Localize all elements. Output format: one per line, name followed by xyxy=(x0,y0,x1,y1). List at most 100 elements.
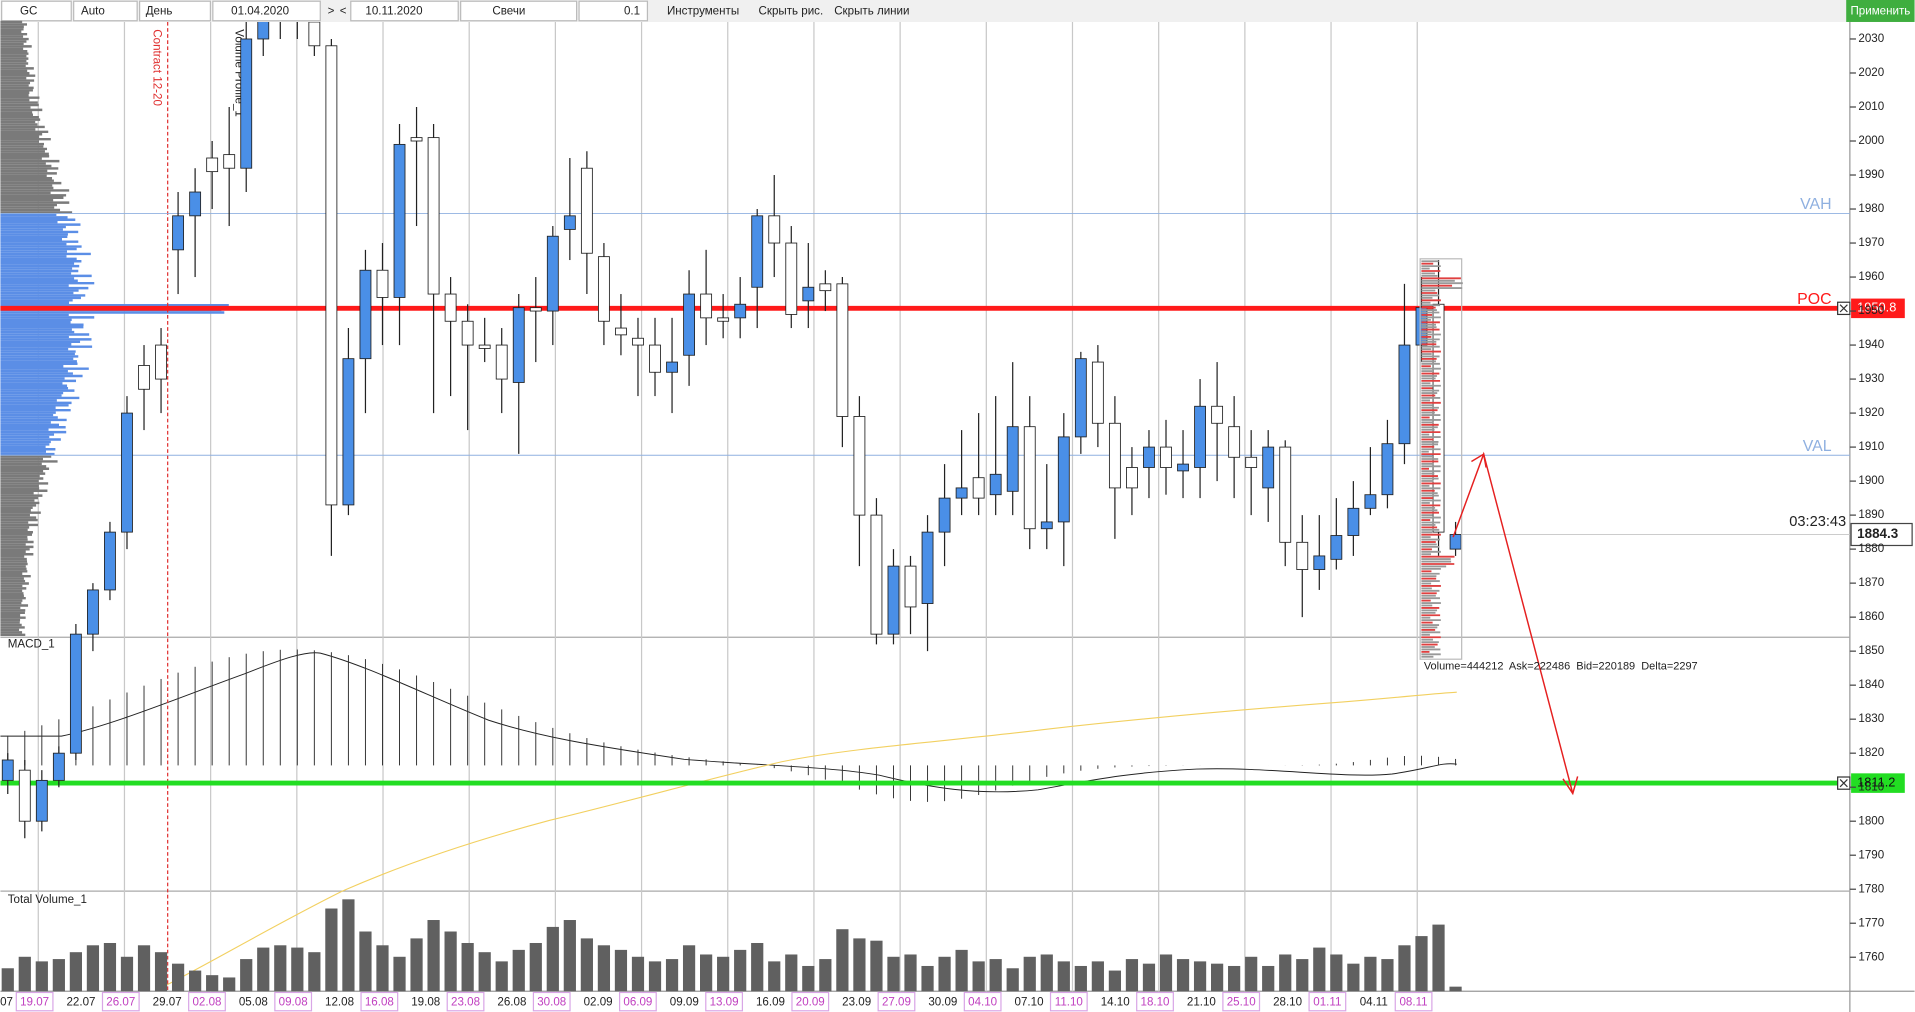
last-price-box xyxy=(1850,522,1913,547)
vah-label: VAH xyxy=(1800,196,1831,213)
volume-bar xyxy=(682,945,696,992)
candle-body xyxy=(35,779,48,822)
step-box[interactable] xyxy=(578,0,649,22)
step[interactable]: 0.1 xyxy=(624,6,640,18)
candle-body xyxy=(1262,446,1275,489)
candle-body xyxy=(768,215,781,244)
from-box[interactable] xyxy=(212,0,321,22)
volume-bar xyxy=(1313,947,1326,992)
period[interactable]: День xyxy=(146,6,173,18)
date-label: 02.09 xyxy=(584,996,613,1008)
hide-lines-button[interactable]: Скрыть линии xyxy=(834,6,909,18)
volume-bar xyxy=(1210,963,1224,992)
date-highlight xyxy=(877,991,916,1012)
price-tick-label: 1840 xyxy=(1858,679,1884,691)
price-tick-label: 1770 xyxy=(1858,917,1884,929)
date-highlight xyxy=(1222,991,1261,1012)
mode-box[interactable] xyxy=(73,0,138,22)
price-tick-label: 1820 xyxy=(1858,747,1884,759)
candle-body xyxy=(359,269,372,360)
apply-bg[interactable] xyxy=(1846,0,1915,22)
volume-bar xyxy=(819,959,832,992)
candle-body xyxy=(751,215,764,288)
candle-body xyxy=(734,303,747,319)
apply-button[interactable]: Применить xyxy=(1850,6,1910,18)
volume-bar xyxy=(734,949,747,992)
volume-bar xyxy=(1125,959,1139,992)
volume-bar xyxy=(853,938,866,992)
date-label: 26.07 xyxy=(106,996,135,1008)
hide-drawings-button[interactable]: Скрыть рис. xyxy=(759,6,824,18)
candle-body xyxy=(393,143,406,298)
volume-bar xyxy=(648,961,662,992)
candle-body xyxy=(1330,535,1343,560)
volume-bar xyxy=(342,899,355,992)
volume-bar xyxy=(972,961,985,992)
price-tick-label: 1780 xyxy=(1858,883,1884,895)
period-box[interactable] xyxy=(138,0,212,22)
poc-price-box xyxy=(1851,298,1905,319)
volume-bar xyxy=(154,952,168,992)
symbol-box[interactable] xyxy=(1,0,72,22)
volume-bar xyxy=(700,954,713,992)
date-highlight xyxy=(15,991,54,1012)
volume-bar xyxy=(427,920,440,992)
chart-type-box[interactable] xyxy=(460,0,578,22)
candle-body xyxy=(121,412,133,533)
volume-bar xyxy=(1006,968,1019,992)
volume-bar xyxy=(52,959,65,992)
volume-bar xyxy=(35,961,48,992)
candle-body xyxy=(257,21,270,40)
price-tick-label: 1850 xyxy=(1858,645,1884,657)
date-label: 19.08 xyxy=(411,996,440,1008)
date-label: 12.08 xyxy=(325,996,354,1008)
volume-bar xyxy=(785,954,798,992)
date-label: 07 xyxy=(0,996,13,1008)
date-label: 05.08 xyxy=(239,996,268,1008)
volume-bar xyxy=(257,947,270,992)
candle-body xyxy=(1381,443,1394,496)
volume-bar xyxy=(1330,954,1343,992)
date-label: 23.08 xyxy=(451,996,480,1008)
date-highlight xyxy=(446,991,485,1012)
date-label: 23.09 xyxy=(842,996,871,1008)
price-tick-label: 1800 xyxy=(1858,815,1884,827)
candle-body xyxy=(478,344,491,349)
from-date[interactable]: 01.04.2020 xyxy=(231,6,289,18)
price-tick-label: 1980 xyxy=(1858,203,1884,215)
to-box[interactable] xyxy=(350,0,459,22)
volume-bar xyxy=(376,945,389,992)
date-label: 30.09 xyxy=(928,996,957,1008)
nav-next[interactable]: > xyxy=(328,6,335,18)
date-label: 09.08 xyxy=(279,996,308,1008)
date-highlight xyxy=(1308,991,1347,1012)
tools-button[interactable]: Инструменты xyxy=(667,6,739,18)
volume-bar xyxy=(103,942,117,992)
candle-body xyxy=(18,769,31,822)
volume-bar xyxy=(904,954,917,992)
symbol[interactable]: GC xyxy=(20,6,37,18)
support-price-box xyxy=(1851,773,1905,793)
candle-body xyxy=(563,215,576,230)
volume-bar xyxy=(189,970,202,992)
volume-bar xyxy=(921,965,934,992)
date-label: 16.09 xyxy=(756,996,785,1008)
volume-bar xyxy=(512,949,525,992)
volume-bar xyxy=(768,961,781,992)
candle-body xyxy=(1126,467,1138,489)
volume-bar xyxy=(597,945,611,992)
price-tick-label: 1940 xyxy=(1858,339,1884,351)
date-highlight xyxy=(1049,991,1088,1012)
volume-bar xyxy=(1,968,14,992)
candle-body xyxy=(683,293,695,356)
chart-type[interactable]: Свечи xyxy=(492,6,525,18)
price-tick-label: 1910 xyxy=(1858,441,1884,453)
to-date[interactable]: 10.11.2020 xyxy=(365,6,422,18)
nav-prev[interactable]: < xyxy=(340,6,347,18)
mode[interactable]: Auto xyxy=(81,6,105,18)
candle-body xyxy=(206,157,219,173)
candle-body xyxy=(1245,456,1258,468)
candle-body xyxy=(904,565,917,608)
volume-bar xyxy=(461,942,474,992)
date-highlight xyxy=(360,991,399,1012)
